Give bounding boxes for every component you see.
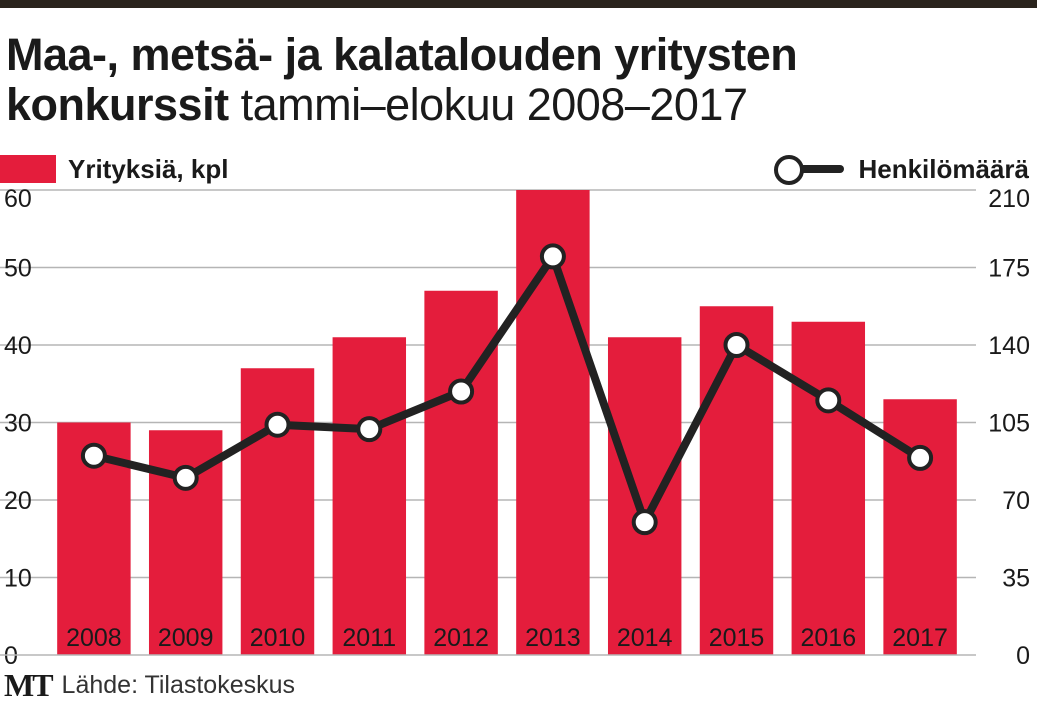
line-series [89,252,925,527]
x-tick-label: 2011 [342,624,396,652]
mt-logo: MT [4,666,54,703]
bar [332,337,407,655]
y-right-tick-label: 70 [1002,487,1030,515]
y-left-tick-label: 60 [4,185,32,213]
chart-title: Maa-, metsä- ja kalatalouden yritysten k… [6,30,1026,130]
bar [791,321,866,655]
legend-line-label: Henkilömäärä [858,153,1029,184]
x-tick-label: 2016 [800,624,856,652]
y-right-tick-label: 210 [988,185,1030,213]
legend-bars-label: Yrityksiä, kpl [68,153,229,184]
legend-line: Henkilömäärä [774,152,1029,186]
y-right-tick-label: 140 [988,332,1030,360]
x-tick-label: 2012 [433,624,489,652]
line-point [80,442,107,469]
legend-bar-swatch [0,155,56,183]
x-tick-label: 2015 [709,624,765,652]
line-point [723,332,750,358]
legend-bars: Yrityksiä, kpl [0,152,228,186]
bar [424,290,498,655]
line-point [356,416,383,443]
top-rule [0,0,1037,8]
title-bold: Maa-, metsä- ja kalatalouden yritysten k… [6,29,798,130]
y-left-tick-label: 50 [4,255,32,283]
bar [240,368,315,655]
y-left-tick-label: 0 [4,642,18,670]
y-right-tick-label: 175 [988,255,1030,283]
y-right-tick-label: 105 [988,410,1030,438]
footer: MT Lähde: Tilastokeskus [4,666,296,703]
title-subtitle: tammi–elokuu 2008–2017 [240,79,748,130]
x-tick-label: 2017 [892,624,948,652]
x-tick-label: 2010 [250,624,306,652]
line-point [815,387,842,414]
line-point [172,464,199,491]
y-right-tick-label: 35 [1002,565,1030,593]
x-tick-label: 2008 [66,624,122,652]
legend-line-marker [774,154,846,185]
y-left-tick-label: 20 [4,487,32,515]
x-tick-label: 2009 [158,624,214,652]
line-point [539,243,566,270]
line-point [631,509,658,536]
y-left-tick-label: 30 [4,410,32,438]
bar [607,337,682,655]
y-left-tick-label: 10 [4,565,32,593]
source-text: Lähde: Tilastokeskus [61,670,296,699]
y-right-tick-label: 0 [1016,642,1030,670]
line-point [264,411,291,438]
line-point [448,378,475,405]
line-point [907,444,934,471]
x-tick-label: 2013 [525,624,581,652]
x-tick-label: 2014 [617,624,673,652]
y-left-tick-label: 40 [4,332,32,360]
